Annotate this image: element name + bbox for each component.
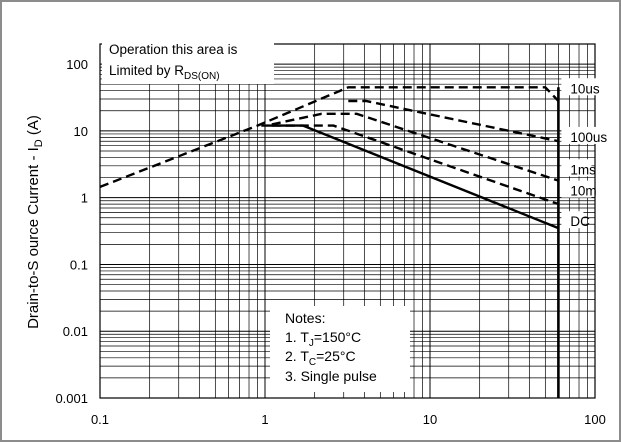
y-axis-label-unit: (A): [25, 115, 42, 139]
note-1-sub: J: [309, 338, 314, 349]
series-label-bg: [561, 78, 600, 96]
series-label-DC: DC: [570, 214, 590, 229]
series-label-bg: [561, 126, 608, 144]
y-axis-label: Drain-to-S ource Current - ID (A): [25, 115, 45, 329]
limit-note-box: [102, 38, 274, 84]
tick-labels: 0.1 1 10 100 0.001 0.01 0.1 1 10 100: [55, 57, 605, 427]
note-2-pre: 2. T: [285, 348, 309, 364]
y-tick-label: 0.001: [55, 391, 88, 406]
series-label-100us: 100us: [570, 130, 607, 145]
series-label-10us: 10us: [570, 81, 600, 96]
y-tick-label: 1: [81, 191, 88, 206]
note-1: 1. TJ=150°C: [285, 329, 361, 349]
y-tick-label: 0.01: [63, 324, 88, 339]
series-label-bg: [561, 159, 592, 177]
series-label-1ms: 1ms: [570, 162, 596, 177]
limit-note-sub: DS(ON): [184, 71, 220, 82]
note-2-post: =25°C: [316, 348, 355, 364]
note-3: 3. Single pulse: [285, 368, 377, 384]
series-line-10us: [99, 86, 560, 189]
note-2: 2. TC=25°C: [285, 348, 356, 368]
notes-title: Notes:: [285, 310, 325, 326]
series-label-bg: [561, 211, 584, 229]
y-axis-label-text: Drain-to-S ource Current - I: [25, 147, 42, 329]
note-1-post: =150°C: [314, 329, 361, 345]
x-tick-label: 10: [423, 412, 437, 427]
note-1-pre: 1. T: [285, 329, 309, 345]
x-tick-label: 100: [584, 412, 606, 427]
limit-note-line2: Limited by RDS(ON): [109, 63, 220, 82]
series-line-100us: [348, 99, 559, 143]
notes-box: [270, 306, 410, 392]
series-layer: 10us 100us 1ms 10m DC: [99, 78, 608, 398]
series-line-DC: [261, 124, 559, 230]
limit-note-line1: Operation this area is: [109, 42, 238, 57]
y-axis-label-sub: D: [33, 139, 45, 147]
plot-border: [99, 43, 596, 399]
note-2-sub: C: [309, 357, 316, 368]
series-label-bg: [561, 180, 592, 198]
limit-note-text: Limited by R: [109, 63, 184, 78]
y-tick-label: 0.1: [70, 257, 88, 272]
x-tick-label: 1: [261, 412, 268, 427]
series-label-10m: 10m: [570, 184, 596, 199]
y-tick-label: 100: [66, 57, 88, 72]
x-tick-label: 0.1: [91, 412, 109, 427]
y-tick-label: 10: [74, 124, 88, 139]
